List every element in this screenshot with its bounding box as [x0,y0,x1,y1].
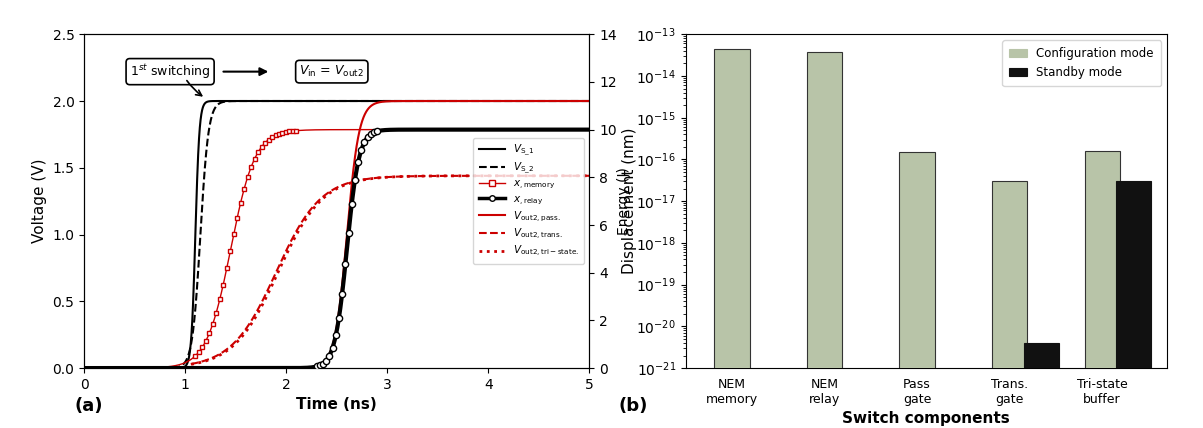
Text: (a): (a) [75,398,102,416]
X-axis label: Switch components: Switch components [842,411,1011,426]
Text: (b): (b) [618,398,647,416]
Bar [1116,181,1151,428]
Bar [900,152,935,428]
X-axis label: Time (ns): Time (ns) [296,397,378,412]
Legend: $V$$_{\mathregular{S\_1}}$, $V$$_{\mathregular{S\_2}}$, $x$$_{\mathregular{,memo: $V$$_{\mathregular{S\_1}}$, $V$$_{\mathr… [473,138,585,265]
Y-axis label: Voltage (V): Voltage (V) [32,159,47,244]
Bar [1024,343,1059,428]
Bar [1085,151,1120,428]
Legend: Configuration mode, Standby mode: Configuration mode, Standby mode [1002,40,1161,86]
Text: $V_{\mathregular{in}}$ = $V_{\mathregular{out2}}$: $V_{\mathregular{in}}$ = $V_{\mathregula… [300,64,365,79]
Bar [992,181,1027,428]
Text: $1^{st}$ switching: $1^{st}$ switching [130,62,211,81]
Y-axis label: Displacement (nm): Displacement (nm) [622,128,638,274]
Y-axis label: Energy (J): Energy (J) [617,167,630,235]
Bar [807,52,842,428]
Bar [715,49,749,428]
